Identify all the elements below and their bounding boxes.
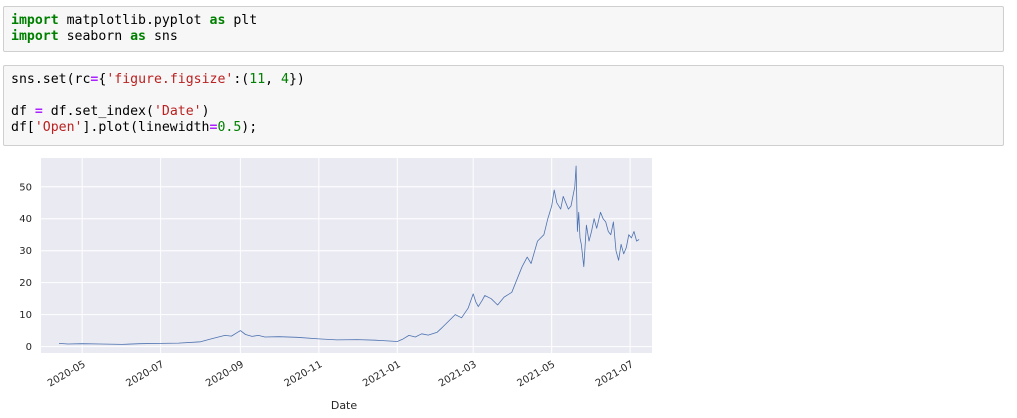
x-axis-label: Date — [331, 399, 358, 412]
code-token: matplotlib.pyplot — [58, 13, 210, 28]
y-tick-label: 0 — [26, 342, 32, 353]
y-tick-label: 10 — [19, 310, 32, 321]
x-tick-label: 2020-05 — [46, 359, 88, 389]
code-line: import seaborn as sns — [11, 29, 178, 44]
code-line: sns.set(rc={'figure.figsize':(11, 4}) — [11, 72, 305, 87]
code-token: , — [265, 72, 282, 87]
y-tick-label: 50 — [19, 182, 32, 193]
code-line: import matplotlib.pyplot as plt — [11, 13, 257, 28]
y-tick-label: 30 — [19, 246, 32, 257]
code-cell-1[interactable]: import matplotlib.pyplot as plt import s… — [3, 6, 1004, 52]
code-token: sns — [146, 29, 178, 44]
code-token: as — [130, 29, 146, 44]
plot-area — [41, 158, 652, 353]
x-tick-label: 2020-09 — [204, 359, 246, 389]
code-cell-1-source[interactable]: import matplotlib.pyplot as plt import s… — [4, 7, 1003, 51]
y-tick-label: 20 — [19, 278, 32, 289]
code-token: 'Date' — [153, 104, 202, 119]
code-token: as — [209, 13, 226, 28]
x-tick-label: 2021-07 — [594, 359, 636, 389]
series-line — [58, 165, 640, 345]
code-token: ) — [201, 104, 210, 119]
code-token: 0.5 — [217, 120, 242, 135]
code-token: ].plot(linewidth — [82, 120, 210, 135]
x-tick-label: 2021-03 — [437, 359, 479, 389]
code-token: :( — [233, 72, 250, 87]
cell-output-plot: 0 10 20 30 40 50 2020-05 2020-07 2020-09 2020-11 2… — [0, 152, 660, 418]
code-line: df['Open'].plot(linewidth=0.5); — [11, 120, 257, 135]
x-tick-label: 2020-11 — [283, 359, 325, 389]
code-token: df[ — [11, 120, 35, 135]
code-cell-2[interactable]: sns.set(rc={'figure.figsize':(11, 4}) df… — [3, 65, 1004, 146]
x-tick-label: 2021-01 — [361, 359, 403, 389]
code-token: 'Open' — [34, 120, 83, 135]
code-token: }) — [288, 72, 305, 87]
x-tick-label: 2021-05 — [515, 359, 557, 389]
code-token: plt — [225, 13, 258, 28]
code-token: = — [209, 120, 218, 135]
code-token: { — [98, 72, 107, 87]
y-tick-label: 40 — [19, 214, 32, 225]
code-token: df — [11, 104, 35, 119]
line-chart: 0 10 20 30 40 50 2020-05 2020-07 2020-09 2020-11 2… — [19, 158, 652, 412]
code-token: seaborn — [58, 29, 131, 44]
code-token: sns.set(rc — [11, 72, 91, 87]
code-line: df = df.set_index('Date') — [11, 104, 210, 119]
code-token: import — [11, 13, 59, 28]
x-tick-label: 2020-07 — [124, 359, 166, 389]
code-token: = — [90, 72, 99, 87]
code-token: = — [34, 104, 43, 119]
code-token: 4 — [281, 72, 289, 87]
code-token: 11 — [249, 72, 266, 87]
code-token: df.set_index( — [42, 104, 154, 119]
code-token: import — [11, 29, 59, 44]
code-token: ); — [241, 120, 258, 135]
code-cell-2-source[interactable]: sns.set(rc={'figure.figsize':(11, 4}) df… — [4, 66, 1003, 142]
code-token: 'figure.figsize' — [106, 72, 234, 87]
